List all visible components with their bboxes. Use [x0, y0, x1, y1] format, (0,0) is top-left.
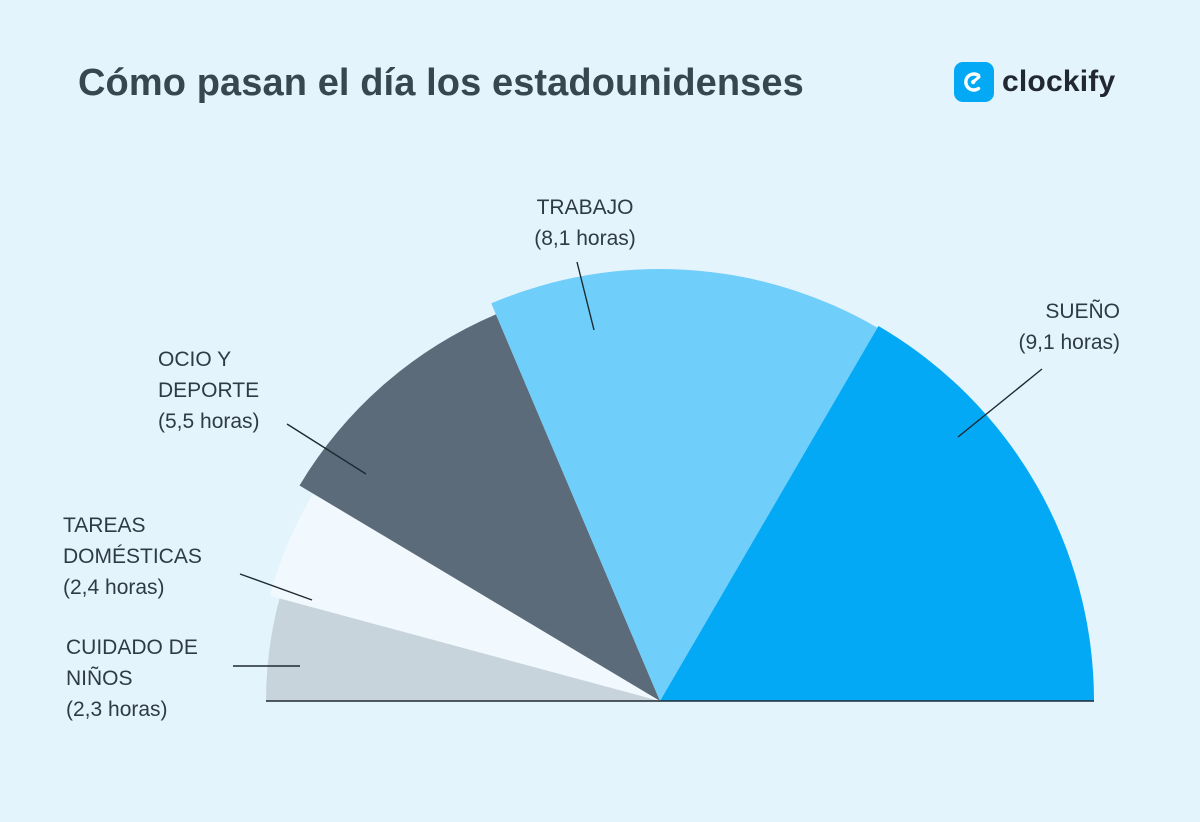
slice-label-cuidado: CUIDADO DE NIÑOS (2,3 horas)	[66, 636, 198, 721]
leader-line-tareas	[239, 573, 313, 601]
pie-slice-ocio	[299, 314, 660, 701]
slice-value-cuidado: (2,3 horas)	[66, 698, 168, 721]
slice-value-trabajo: (8,1 horas)	[534, 227, 636, 250]
leader-line-trabajo	[576, 261, 595, 331]
slice-label-ocio: OCIO Y DEPORTE (5,5 horas)	[158, 348, 260, 433]
slice-name-tareas: DOMÉSTICAS	[63, 545, 202, 568]
slice-label-trabajo: TRABAJO (8,1 horas)	[534, 196, 636, 250]
brand-logo: clockify	[954, 62, 1115, 102]
slice-value-ocio: (5,5 horas)	[158, 410, 260, 433]
pie-slice-tareas	[269, 493, 660, 701]
slice-value-tareas: (2,4 horas)	[63, 576, 165, 599]
leader-line-sueno	[957, 368, 1043, 438]
pie-slice-cuidado	[266, 598, 660, 701]
slice-name-ocio: OCIO Y	[158, 348, 231, 371]
slice-name-cuidado: NIÑOS	[66, 666, 133, 690]
slice-name-ocio: DEPORTE	[158, 379, 259, 402]
brand-name: clockify	[1002, 65, 1116, 98]
slice-label-sueno: SUEÑO (9,1 horas)	[1018, 299, 1120, 354]
clockify-logo-icon	[954, 62, 994, 102]
pie-slice-trabajo	[491, 269, 878, 701]
pie-slice-sueno	[660, 325, 1094, 701]
slice-name-trabajo: TRABAJO	[537, 196, 634, 219]
slice-label-tareas: TAREAS DOMÉSTICAS (2,4 horas)	[63, 514, 202, 599]
slice-name-sueno: SUEÑO	[1045, 299, 1120, 323]
chart-title: Cómo pasan el día los estadounidenses	[78, 62, 804, 104]
leader-line-ocio	[286, 423, 367, 475]
slice-value-sueno: (9,1 horas)	[1018, 331, 1120, 354]
slice-name-cuidado: CUIDADO DE	[66, 636, 198, 659]
slice-name-tareas: TAREAS	[63, 514, 145, 537]
